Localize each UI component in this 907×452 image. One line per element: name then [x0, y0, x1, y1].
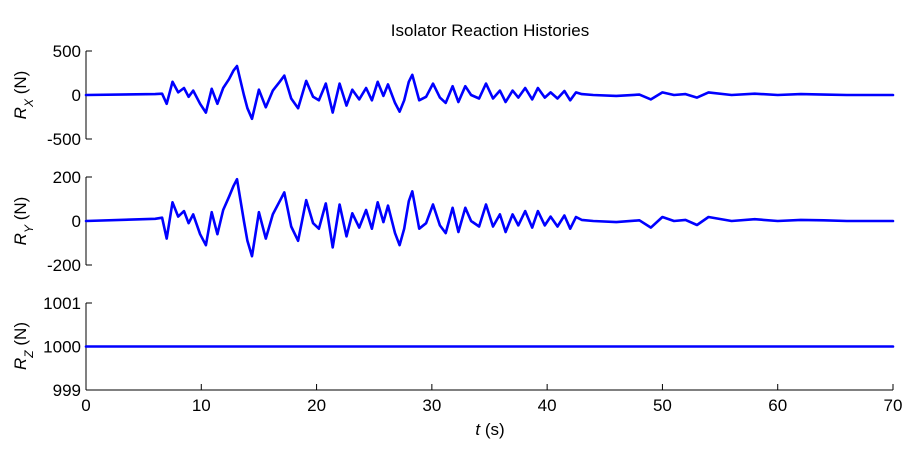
rx-series-line	[84, 64, 895, 121]
chart-title: Isolator Reaction Histories	[391, 21, 589, 40]
ry-y-tick-label: 0	[72, 212, 81, 231]
x-tick-label: 0	[81, 396, 90, 415]
x-axis-label-unit: (s)	[480, 420, 505, 439]
x-tick-label: 30	[422, 396, 441, 415]
panel-ry: RY (N) -200 0 200	[11, 168, 895, 275]
ry-ylabel-main: R	[11, 233, 30, 245]
x-tick-label: 20	[307, 396, 326, 415]
ry-y-tick-label: -200	[47, 256, 81, 275]
x-axis-label: t (s)	[475, 420, 504, 439]
rz-ylabel-unit: (N)	[11, 322, 30, 350]
panel-rz: RZ (N) 999 1000 1001 0 10 20 30 40 50 60 70	[11, 294, 902, 415]
rx-y-tick-label: 0	[72, 86, 81, 105]
rz-y-tick-label: 999	[53, 381, 81, 400]
rx-y-axis-label: RX (N)	[11, 71, 36, 120]
rx-ylabel-main: R	[11, 107, 30, 119]
x-tick-label: 70	[884, 396, 903, 415]
ry-series-line	[84, 177, 895, 258]
ry-ylabel-sub: Y	[22, 224, 36, 233]
svg-text:RY (N): RY (N)	[11, 197, 36, 246]
rx-y-tick-label: 500	[53, 42, 81, 61]
rx-ylabel-unit: (N)	[11, 71, 30, 99]
ry-y-tick-label: 200	[53, 168, 81, 187]
rz-y-tick-label: 1001	[43, 294, 81, 313]
ry-ylabel-unit: (N)	[11, 197, 30, 225]
x-tick-label: 50	[653, 396, 672, 415]
rz-ylabel-sub: Z	[22, 350, 36, 359]
rx-y-tick-label: -500	[47, 130, 81, 149]
rz-y-axis-label: RZ (N)	[11, 322, 36, 370]
x-axis-label-var: t	[475, 420, 481, 439]
ry-y-axis-label: RY (N)	[11, 197, 36, 246]
rx-ylabel-sub: X	[22, 98, 36, 108]
panel-rx: RX (N) -500 0 500	[11, 42, 895, 149]
x-tick-label: 60	[768, 396, 787, 415]
x-tick-label: 10	[192, 396, 211, 415]
rz-ylabel-main: R	[11, 358, 30, 370]
svg-text:RX (N): RX (N)	[11, 71, 36, 120]
svg-text:RZ (N): RZ (N)	[11, 322, 36, 370]
rz-y-tick-label: 1000	[43, 338, 81, 357]
x-tick-label: 40	[538, 396, 557, 415]
